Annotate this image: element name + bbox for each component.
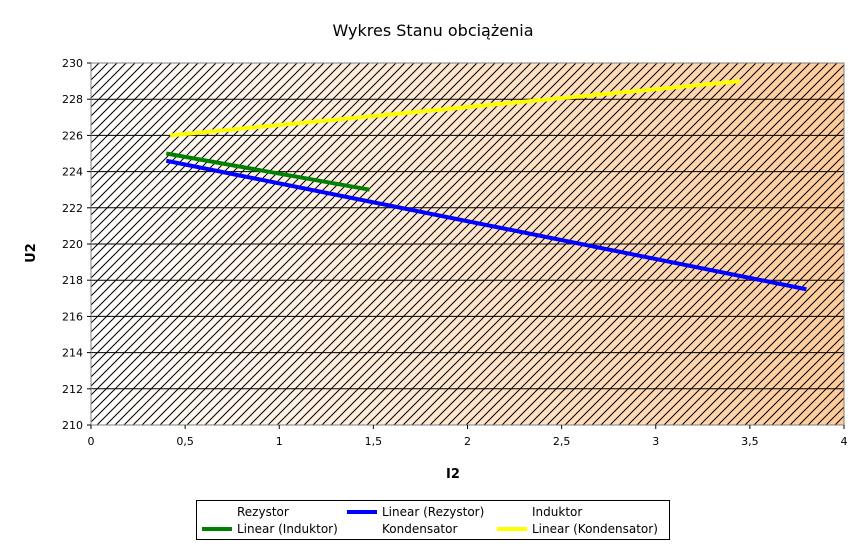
legend-label: Kondensator (382, 522, 458, 536)
x-tick-label: 2 (464, 435, 471, 448)
y-axis: 210 212 214 216 218 220 222 224 226 228 230 (62, 57, 91, 432)
legend-label: Rezystor (237, 505, 289, 519)
y-tick-label: 212 (62, 383, 83, 396)
legend-label: Induktor (532, 505, 583, 519)
series-layer (165, 79, 807, 292)
grid-lines (91, 98, 844, 390)
series-line-linear-kondensator (169, 79, 741, 138)
legend-label: Linear (Induktor) (237, 522, 338, 536)
y-tick-label: 214 (62, 347, 83, 360)
y-tick-label: 224 (62, 166, 83, 179)
y-axis-label: U2 (24, 243, 39, 263)
x-tick-label: 1,5 (365, 435, 383, 448)
legend-swatch (347, 510, 377, 514)
y-tick-label: 220 (62, 238, 83, 251)
series-line-linear-rezystor (165, 158, 807, 292)
x-tick-label: 0 (88, 435, 95, 448)
chart-title: Wykres Stanu obciążenia (333, 21, 534, 40)
x-tick-label: 2,5 (553, 435, 571, 448)
legend-label: Linear (Kondensator) (532, 522, 658, 536)
legend-swatch (202, 527, 232, 531)
y-tick-label: 216 (62, 310, 83, 323)
x-tick-label: 1 (276, 435, 283, 448)
legend: Rezystor Linear (Rezystor) Induktor Linear … (196, 500, 670, 540)
plot-area (90, 62, 845, 426)
y-tick-label: 226 (62, 129, 83, 142)
legend-swatch (497, 527, 527, 531)
series-line-linear-induktor (165, 151, 370, 192)
x-tick-label: 3 (652, 435, 659, 448)
y-tick-label: 222 (62, 202, 83, 215)
y-tick-label: 228 (62, 93, 83, 106)
y-tick-label: 210 (62, 419, 83, 432)
y-tick-label: 218 (62, 274, 83, 287)
x-axis: 0 0,5 1 1,5 2 2,5 3 3,5 4 (88, 425, 848, 448)
legend-label: Linear (Rezystor) (382, 505, 485, 519)
x-tick-label: 3,5 (741, 435, 759, 448)
y-tick-label: 230 (62, 57, 83, 70)
x-tick-label: 0,5 (176, 435, 194, 448)
x-tick-label: 4 (841, 435, 848, 448)
x-axis-label: I2 (446, 467, 460, 482)
